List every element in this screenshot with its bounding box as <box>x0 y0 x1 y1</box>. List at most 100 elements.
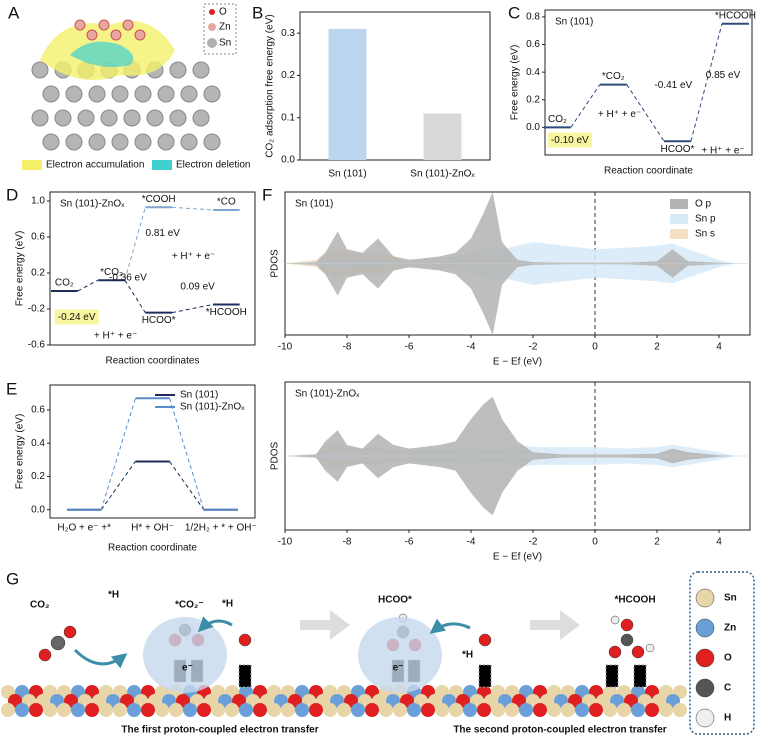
connector <box>171 206 214 211</box>
surface-atom <box>337 703 351 717</box>
y-tick-label: 0.4 <box>526 67 540 78</box>
bond-stack <box>633 664 647 688</box>
surface-atom <box>477 703 491 717</box>
step-arrow <box>530 610 580 640</box>
dos-area <box>285 263 735 335</box>
annotation: 0.81 eV <box>146 228 181 239</box>
g-label: *HCOOH <box>614 595 655 606</box>
surface-atom <box>617 703 631 717</box>
surface-atom <box>99 703 113 717</box>
surface-atom <box>659 703 673 717</box>
y-tick-label: 0.2 <box>526 94 540 105</box>
sn-atom <box>169 109 187 127</box>
sn-atom <box>65 133 83 151</box>
zn-atom <box>74 19 86 31</box>
surface-atom <box>379 703 393 717</box>
surface-atom <box>575 703 589 717</box>
bond-stack <box>478 664 492 688</box>
panel-g <box>1 571 755 735</box>
g-label: HCOO* <box>378 595 412 606</box>
surface-atom <box>57 703 71 717</box>
sn-atom <box>180 85 198 103</box>
sn-atom <box>203 133 221 151</box>
y-tick-label: -0.6 <box>28 340 46 351</box>
surface-atom <box>239 703 253 717</box>
atom <box>620 633 634 647</box>
legend-sn: Sn <box>219 38 231 49</box>
g-label: *H <box>222 599 233 610</box>
surface-atom <box>253 703 267 717</box>
surface-atom <box>225 703 239 717</box>
surface-atom <box>449 703 463 717</box>
y-tick-label: 1.0 <box>31 196 45 207</box>
x-tick-label: 4 <box>716 537 722 548</box>
connector <box>124 207 146 281</box>
level-label: CO₂ <box>55 278 74 289</box>
level-label: CO₂ <box>548 114 567 125</box>
x-tick-label: 2 <box>654 537 660 548</box>
surface-atom <box>309 703 323 717</box>
annotation: 0.85 eV <box>706 70 741 81</box>
plot-frame <box>299 11 491 161</box>
surface-atom <box>43 703 57 717</box>
surface-atom <box>631 703 645 717</box>
g-label: CO₂ <box>30 600 49 611</box>
sn-atom <box>100 109 118 127</box>
atom <box>63 625 77 639</box>
legend-label: Sn <box>724 593 737 604</box>
connector <box>100 398 136 510</box>
zn-swatch <box>208 23 216 31</box>
connector <box>77 279 99 292</box>
annotation: + H⁺ + e⁻ <box>701 145 744 156</box>
x-tick-label: -2 <box>529 342 538 353</box>
x-axis-label: Reaction coordinate <box>108 543 197 554</box>
surface-atom <box>421 703 435 717</box>
atom-legend-box <box>203 3 237 55</box>
charge-halo <box>358 617 442 693</box>
x-tick-label: -6 <box>405 342 414 353</box>
connector <box>169 461 205 510</box>
atom <box>631 645 645 659</box>
y-axis-label: PDOS <box>270 249 281 278</box>
sn-atom <box>31 61 49 79</box>
x-tick-label: -4 <box>467 342 476 353</box>
g-label: *CO₂⁻ <box>175 600 204 611</box>
x-tick-label: -10 <box>278 537 293 548</box>
atom <box>695 708 715 728</box>
legend-swatch <box>670 229 688 239</box>
legend-label: C <box>724 683 731 694</box>
surface-atom <box>365 703 379 717</box>
highlight <box>547 132 592 148</box>
panel-label: A <box>8 3 20 22</box>
x-tick-label: -6 <box>405 537 414 548</box>
arrow <box>429 618 471 634</box>
surface-atom <box>169 703 183 717</box>
level-label: *HCOOH <box>715 10 756 21</box>
surface-atom <box>463 703 477 717</box>
legend-label: Sn p <box>695 214 716 225</box>
atom <box>645 643 655 653</box>
sn-atom <box>134 133 152 151</box>
y-tick-label: -0.2 <box>28 304 46 315</box>
atom <box>50 635 66 651</box>
surface-atom <box>183 703 197 717</box>
surface-atom <box>547 703 561 717</box>
g-label: e⁻ <box>393 663 404 674</box>
sn-atom <box>146 109 164 127</box>
y-tick-label: 0.8 <box>526 12 540 23</box>
surface-atom <box>127 703 141 717</box>
accum-label: Electron accumulation <box>46 160 144 171</box>
surface-atom <box>323 703 337 717</box>
surface-atom <box>197 703 211 717</box>
bond-stack <box>605 664 619 688</box>
plot-frame <box>49 384 256 519</box>
connector <box>626 84 665 142</box>
chart-title: Sn (101)-ZnOₓ <box>295 389 360 400</box>
y-tick-label: 0.6 <box>526 39 540 50</box>
legend-label: Zn <box>724 623 736 634</box>
level-label: *COOH <box>142 194 176 205</box>
sn-atom <box>88 85 106 103</box>
level-label: HCOO* <box>661 144 695 155</box>
highlight <box>54 309 99 325</box>
annotation: + H⁺ + e⁻ <box>598 109 641 120</box>
